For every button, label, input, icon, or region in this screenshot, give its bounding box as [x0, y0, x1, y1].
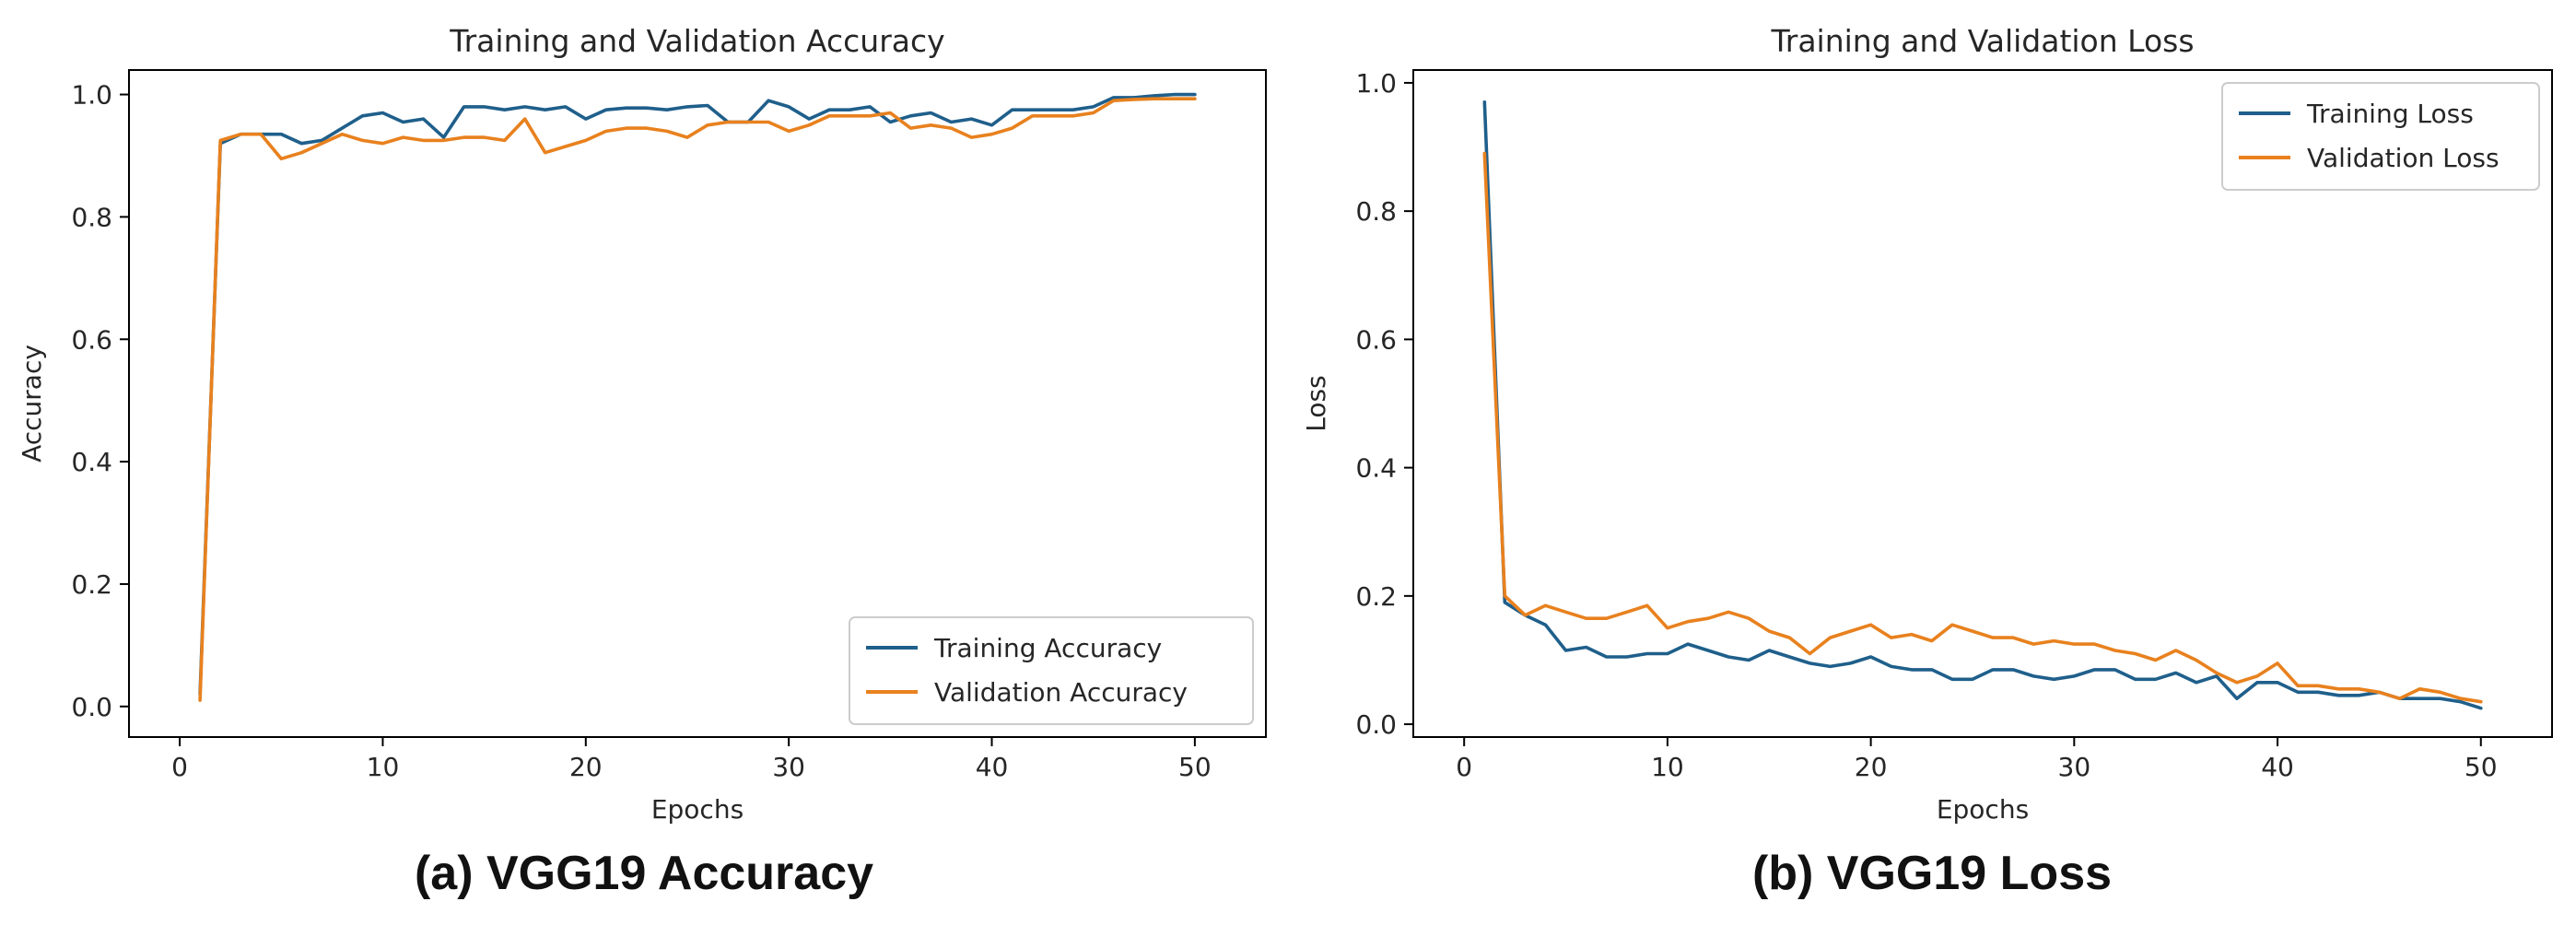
loss-y-tick-label: 0.2 [1355, 581, 1397, 612]
accuracy-y-tick-label: 0.4 [71, 447, 112, 477]
caption-loss: (b) VGG19 Loss [1751, 847, 2113, 900]
accuracy-y-tick-label: 0.6 [71, 324, 112, 355]
loss-y-tick-label: 0.4 [1355, 453, 1397, 484]
accuracy-y-axis-label: Accuracy [17, 345, 47, 462]
caption-accuracy: (a) VGG19 Accuracy [414, 847, 874, 900]
loss-x-axis-label: Epochs [1937, 794, 2029, 825]
accuracy-x-tick-label: 0 [171, 752, 188, 782]
loss-x-tick-label: 10 [1651, 752, 1684, 782]
accuracy-series-training-line [198, 92, 1197, 697]
accuracy-legend-label-training: Training Accuracy [933, 633, 1162, 663]
accuracy-y-tick-label: 0.2 [71, 569, 112, 600]
loss-legend-label-training: Training Loss [2306, 99, 2474, 129]
loss-legend-label-validation: Validation Loss [2307, 143, 2500, 173]
loss-y-tick-label: 0.0 [1355, 709, 1397, 740]
accuracy-x-tick-label: 10 [367, 752, 400, 782]
accuracy-y-tick-label: 0.8 [71, 202, 112, 232]
accuracy-legend: Training Accuracy Validation Accuracy [849, 616, 1254, 725]
accuracy-legend-label-validation: Validation Accuracy [934, 677, 1188, 708]
loss-y-axis-label: Loss [1301, 375, 1331, 431]
loss-x-tick-label: 40 [2261, 752, 2294, 782]
loss-x-tick-label: 30 [2058, 752, 2091, 782]
loss-y-tick-label: 1.0 [1355, 68, 1397, 99]
loss-x-tick-label: 50 [2465, 752, 2498, 782]
accuracy-x-axis-label: Epochs [651, 794, 744, 825]
loss-y-tick-label: 0.8 [1355, 196, 1397, 227]
loss-chart: 0 10 20 30 40 50 0.0 0.2 0.4 0.6 0.8 1.0 Training an… [1301, 23, 2553, 825]
accuracy-chart-title: Training and Validation Accuracy [449, 23, 944, 59]
accuracy-series-validation-line [198, 97, 1197, 702]
loss-x-tick-label: 20 [1855, 752, 1888, 782]
accuracy-x-tick-label: 40 [976, 752, 1009, 782]
loss-legend: Training Loss Validation Loss [2221, 82, 2540, 191]
loss-series-training-line [1482, 100, 2483, 710]
loss-legend-box [2221, 82, 2540, 191]
loss-plot-frame [1412, 69, 2553, 738]
accuracy-x-tick-label: 30 [772, 752, 805, 782]
accuracy-chart: 0 10 20 30 40 50 0.0 0.2 0.4 0.6 0.8 1.0 Training an… [17, 23, 1267, 825]
accuracy-y-tick-label: 1.0 [71, 80, 112, 111]
loss-y-tick-label: 0.6 [1355, 324, 1397, 355]
accuracy-x-tick-label: 20 [569, 752, 603, 782]
loss-x-tick-label: 0 [1456, 752, 1472, 782]
accuracy-legend-box [849, 616, 1254, 725]
accuracy-plot-frame [128, 69, 1267, 738]
loss-chart-title: Training and Validation Loss [1770, 23, 2194, 59]
accuracy-y-tick-label: 0.0 [71, 692, 112, 722]
loss-series-validation-line [1482, 151, 2483, 704]
accuracy-x-tick-label: 50 [1178, 752, 1212, 782]
